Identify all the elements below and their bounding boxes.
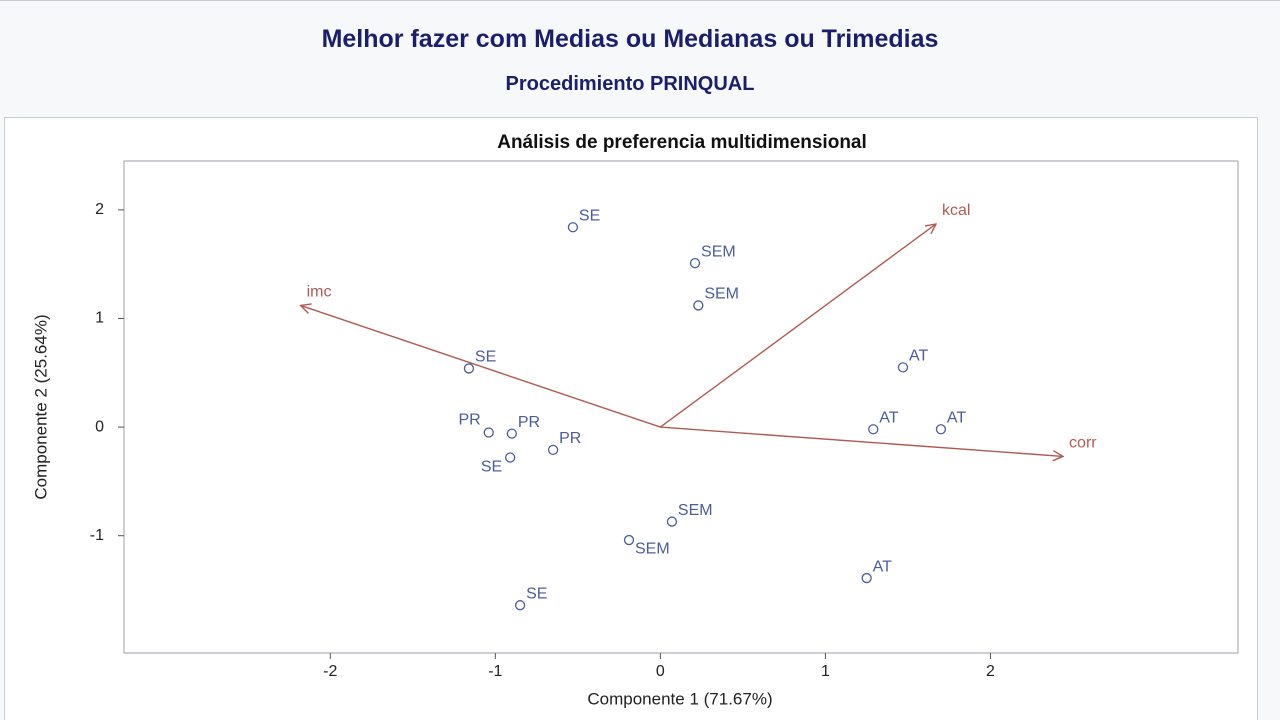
point [861, 572, 872, 584]
point [483, 427, 494, 438]
y-tick-label: 2 [95, 201, 104, 218]
x-tick-label: 0 [656, 663, 665, 680]
point-label: AT [879, 409, 898, 426]
chart: Análisis de preferencia multidimensional… [4, 117, 1258, 720]
y-tick-label: 0 [95, 418, 104, 435]
y-axis-label: Componente 2 (25.64%) [31, 314, 50, 499]
loading-vector [301, 305, 661, 428]
vector-label: imc [307, 284, 332, 301]
point-label: PR [458, 412, 480, 429]
point-label: SEM [701, 243, 736, 260]
point-label: PR [518, 414, 540, 431]
x-tick-label: -1 [488, 663, 502, 680]
point [666, 516, 678, 527]
point [547, 444, 559, 456]
vector-label: corr [1069, 435, 1097, 452]
point-label: SE [526, 585, 547, 602]
x-tick-label: -2 [323, 663, 337, 680]
y-tick-label: -1 [90, 527, 104, 544]
chart-panel [4, 117, 1258, 720]
point-label: SEM [678, 502, 713, 519]
loading-vector [659, 224, 936, 428]
page-title: Melhor fazer com Medias ou Medianas ou T… [321, 25, 939, 53]
point-label: SE [481, 459, 502, 476]
plot-frame [123, 160, 1239, 654]
x-tick-label: 1 [821, 663, 830, 680]
x-axis-label: Componente 1 (71.67%) [587, 689, 772, 708]
y-tick-label: 1 [95, 310, 104, 327]
point [935, 424, 947, 435]
point [514, 600, 526, 611]
chart-title: Análisis de preferencia multidimensional [497, 132, 867, 153]
point-label: AT [909, 348, 928, 365]
point [868, 424, 879, 435]
point [463, 363, 475, 374]
point [689, 257, 701, 269]
vector-label: kcal [942, 202, 970, 219]
point-label: SE [475, 349, 496, 366]
point-label: AT [873, 558, 892, 575]
point-label: AT [947, 409, 966, 426]
point-label: SE [579, 207, 600, 224]
point [693, 300, 704, 311]
page-subtitle: Procedimiento PRINQUAL [505, 73, 755, 95]
point [506, 428, 517, 439]
point [567, 222, 579, 233]
point-label: SEM [635, 540, 670, 557]
point-label: PR [559, 430, 581, 447]
loading-vector [660, 426, 1063, 456]
point [897, 362, 909, 373]
point [505, 452, 516, 463]
x-tick-label: 2 [986, 663, 995, 680]
point-label: SEM [704, 286, 739, 303]
point [623, 534, 635, 546]
